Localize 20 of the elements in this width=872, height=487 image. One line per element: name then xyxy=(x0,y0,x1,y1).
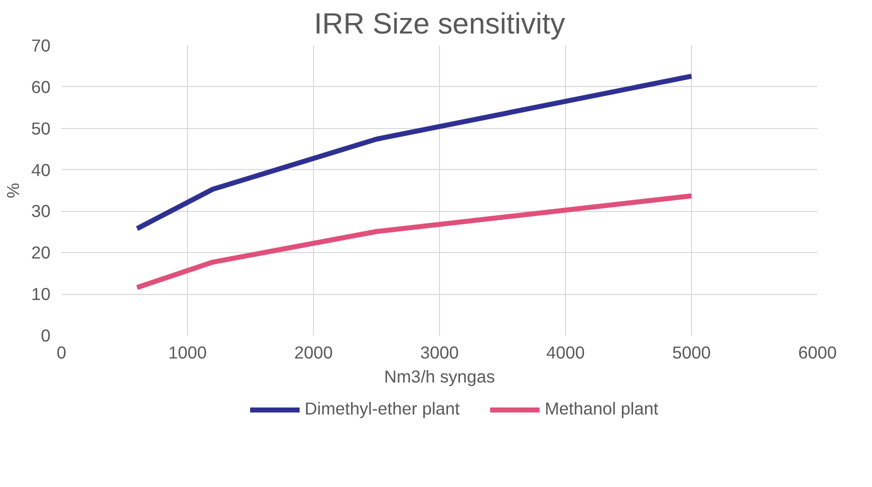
y-tick-label: 0 xyxy=(40,326,51,346)
y-axis-title: % xyxy=(3,182,24,198)
y-tick-label: 10 xyxy=(31,284,51,304)
chart-title: IRR Size sensitivity xyxy=(314,8,566,40)
y-tick-label: 20 xyxy=(31,242,51,263)
x-tick-label: 2000 xyxy=(294,342,333,362)
legend-label: Methanol plant xyxy=(544,398,658,420)
y-tick-label: 70 xyxy=(31,36,51,56)
y-tick-label: 40 xyxy=(31,160,51,180)
x-tick-label: 3000 xyxy=(420,342,459,362)
x-tick-label: 0 xyxy=(56,342,66,362)
y-tick-label: 60 xyxy=(31,76,51,97)
legend-label: Dimethyl-ether plant xyxy=(304,398,460,420)
x-axis-title: Nm3/h syngas xyxy=(384,366,496,386)
x-tick-label: 6000 xyxy=(798,342,837,362)
y-tick-label: 50 xyxy=(31,118,51,138)
x-tick-label: 4000 xyxy=(546,342,585,362)
y-tick-label: 30 xyxy=(31,201,51,222)
x-tick-label: 5000 xyxy=(672,342,711,362)
x-tick-label: 1000 xyxy=(168,342,207,362)
